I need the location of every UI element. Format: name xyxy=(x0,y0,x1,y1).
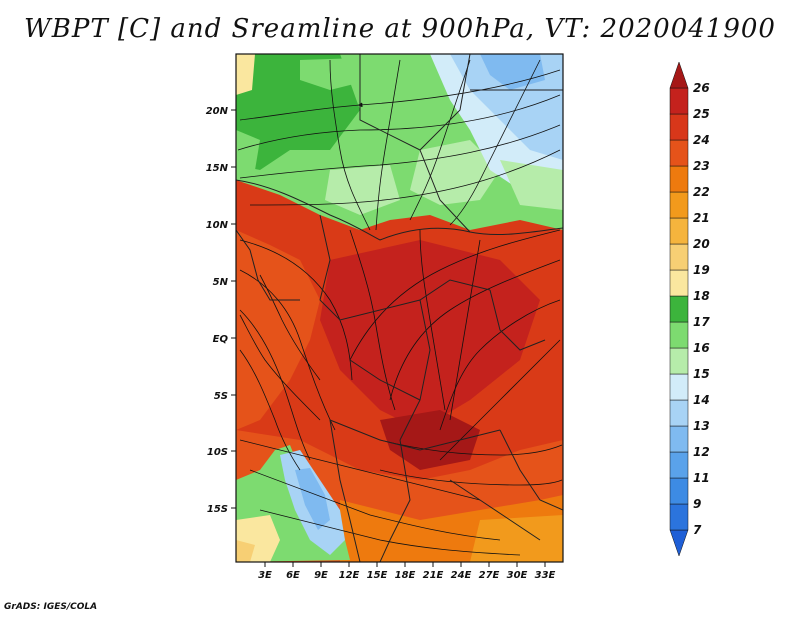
lon-label-27e: 27E xyxy=(479,570,500,581)
colorbar-label: 23 xyxy=(693,159,710,173)
lon-label-18e: 18E xyxy=(395,570,416,581)
colorbar-segment xyxy=(669,451,689,479)
lon-tick-12e: 12E xyxy=(339,562,360,581)
lat-tick-10s: 10S xyxy=(207,447,236,458)
colorbar-segment xyxy=(669,87,689,115)
lat-tick-5s: 5S xyxy=(214,391,236,402)
lon-label-33e: 33E xyxy=(535,570,556,581)
colorbar-segment xyxy=(669,139,689,167)
colorbar-segment xyxy=(669,243,689,271)
lon-label-21e: 21E xyxy=(423,570,444,581)
lon-tick-18e: 18E xyxy=(395,562,416,581)
lat-tick-15n: 15N xyxy=(206,163,236,174)
lon-tick-24e: 24E xyxy=(451,562,472,581)
lon-tick-9e: 9E xyxy=(314,562,328,581)
colorbar-segment xyxy=(669,295,689,323)
lat-label-20n: 20N xyxy=(206,106,229,117)
colorbar-label: 22 xyxy=(693,185,710,199)
lon-label-30e: 30E xyxy=(507,570,528,581)
colorbar-segment xyxy=(669,321,689,349)
lat-label-5s: 5S xyxy=(214,391,228,402)
colorbar: 7 9 11 12 13 14 15 16 17 18 19 20 21 22 23 24 25 26 xyxy=(669,61,710,557)
colorbar-label: 16 xyxy=(693,341,710,355)
lat-label-5n: 5N xyxy=(213,277,229,288)
colorbar-segment xyxy=(669,399,689,427)
colorbar-label: 25 xyxy=(693,107,710,121)
colorbar-segment xyxy=(669,269,689,297)
lat-tick-eq: EQ xyxy=(213,334,236,345)
colorbar-segment xyxy=(669,165,689,193)
chart-title: WBPT [C] and Sreamline at 900hPa, VT: 20… xyxy=(24,14,776,44)
lon-label-3e: 3E xyxy=(258,570,272,581)
colorbar-segment xyxy=(669,61,689,89)
lon-tick-33e: 33E xyxy=(535,562,556,581)
map-frame xyxy=(235,53,564,563)
lat-label-10n: 10N xyxy=(206,220,229,231)
country-borders xyxy=(236,54,563,562)
colorbar-label: 9 xyxy=(693,497,701,511)
lon-tick-3e: 3E xyxy=(258,562,272,581)
lat-label-15s: 15S xyxy=(207,504,228,515)
lat-axis: 20N 15N 10N 5N EQ 5S 10S 15S xyxy=(206,106,236,515)
lon-label-9e: 9E xyxy=(314,570,328,581)
colorbar-label: 26 xyxy=(693,81,710,95)
colorbar-label: 20 xyxy=(693,237,710,251)
lat-tick-15s: 15S xyxy=(207,504,236,515)
colorbar-label: 17 xyxy=(693,315,710,329)
colorbar-segment xyxy=(669,347,689,375)
lon-label-15e: 15E xyxy=(367,570,388,581)
colorbar-label: 12 xyxy=(693,445,710,459)
colorbar-segment xyxy=(669,217,689,245)
colorbar-segment xyxy=(669,529,689,557)
colorbar-label: 13 xyxy=(693,419,710,433)
footer-credit: GrADS: IGES/COLA xyxy=(4,602,98,612)
colorbar-label: 19 xyxy=(693,263,710,277)
colorbar-segment xyxy=(669,425,689,453)
colorbar-label: 14 xyxy=(693,393,710,407)
lon-tick-30e: 30E xyxy=(507,562,528,581)
colorbar-label: 18 xyxy=(693,289,710,303)
lat-label-10s: 10S xyxy=(207,447,228,458)
lon-tick-21e: 21E xyxy=(423,562,444,581)
lon-label-12e: 12E xyxy=(339,570,360,581)
colorbar-label: 21 xyxy=(693,211,710,225)
colorbar-label: 24 xyxy=(693,133,710,147)
lat-label-eq: EQ xyxy=(213,334,229,345)
lat-label-15n: 15N xyxy=(206,163,229,174)
lat-tick-5n: 5N xyxy=(213,277,236,288)
colorbar-segment xyxy=(669,477,689,505)
colorbar-label: 11 xyxy=(693,471,710,485)
lon-tick-15e: 15E xyxy=(367,562,388,581)
lon-axis: 3E 6E 9E 12E 15E 18E 21E 24E 27E 30E 33E xyxy=(258,562,556,581)
colorbar-segment xyxy=(669,191,689,219)
map-fill xyxy=(236,54,563,562)
lat-tick-20n: 20N xyxy=(206,106,236,117)
colorbar-segment xyxy=(669,113,689,141)
lon-tick-27e: 27E xyxy=(479,562,500,581)
colorbar-segment xyxy=(669,373,689,401)
lat-tick-10n: 10N xyxy=(206,220,236,231)
colorbar-label: 15 xyxy=(693,367,710,381)
lon-label-6e: 6E xyxy=(286,570,300,581)
lon-label-24e: 24E xyxy=(451,570,472,581)
colorbar-label: 7 xyxy=(693,523,702,537)
colorbar-segment xyxy=(669,503,689,531)
lon-tick-6e: 6E xyxy=(286,562,300,581)
